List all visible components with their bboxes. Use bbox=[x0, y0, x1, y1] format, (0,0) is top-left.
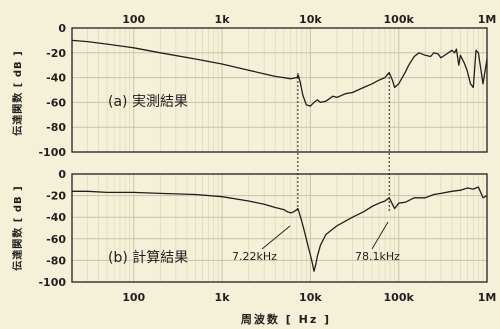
data-line-calculated bbox=[72, 186, 488, 272]
y-tick-label: -80 bbox=[46, 121, 66, 134]
y-tick-label: 0 bbox=[58, 22, 66, 35]
data-line-measured bbox=[71, 39, 488, 107]
frequency-markers bbox=[261, 73, 390, 250]
y-tick-label: -60 bbox=[46, 233, 66, 246]
y-tick-label: -80 bbox=[46, 254, 66, 267]
plot-frame bbox=[71, 173, 488, 283]
y-tick-label: -40 bbox=[46, 72, 66, 85]
annotation-leader bbox=[371, 221, 389, 250]
x-tick-label-bottom: 10k bbox=[299, 291, 322, 304]
y-tick-label: 0 bbox=[58, 168, 66, 181]
annotation-leader bbox=[261, 225, 291, 250]
x-axis-label: 周波数 [ Hz ] bbox=[241, 312, 331, 326]
y-tick-label: -60 bbox=[46, 96, 66, 109]
y-tick-label: -20 bbox=[46, 47, 66, 60]
annotation-78k1: 78.1kHz bbox=[355, 250, 400, 263]
x-tick-label-top: 1M bbox=[478, 13, 497, 26]
y-tick-label: -40 bbox=[46, 211, 66, 224]
x-tick-label-bottom: 100 bbox=[122, 291, 145, 304]
y-tick-label: -20 bbox=[46, 190, 66, 203]
y-tick-label: -100 bbox=[38, 146, 66, 159]
x-tick-label-bottom: 100k bbox=[384, 291, 415, 304]
x-tick-label-top: 100 bbox=[122, 13, 145, 26]
x-tick-label-bottom: 1k bbox=[215, 291, 231, 304]
panel-a-label: (a) 実測結果 bbox=[108, 94, 188, 110]
x-tick-label-top: 1k bbox=[215, 13, 231, 26]
tick-labels: 0 -20 -40 -60 -80 -100 0 -20 -40 -60 -80 -100 100 100… bbox=[38, 13, 496, 304]
plot-frames bbox=[71, 27, 488, 283]
y-axis-label-top: 伝達関数 [ dB ] bbox=[11, 50, 24, 135]
y-tick-label: -100 bbox=[38, 276, 66, 289]
annotation-7k22: 7.22kHz bbox=[232, 250, 277, 263]
plot-frame bbox=[71, 27, 488, 153]
panel-b-label: (b) 計算結果 bbox=[108, 250, 188, 266]
x-tick-label-bottom: 1M bbox=[478, 291, 497, 304]
y-axis-label-bottom: 伝達関数 [ dB ] bbox=[11, 185, 24, 270]
x-tick-label-top: 100k bbox=[384, 13, 415, 26]
x-tick-label-top: 10k bbox=[299, 13, 322, 26]
grid-lines bbox=[72, 27, 487, 282]
data-curves bbox=[71, 39, 488, 272]
